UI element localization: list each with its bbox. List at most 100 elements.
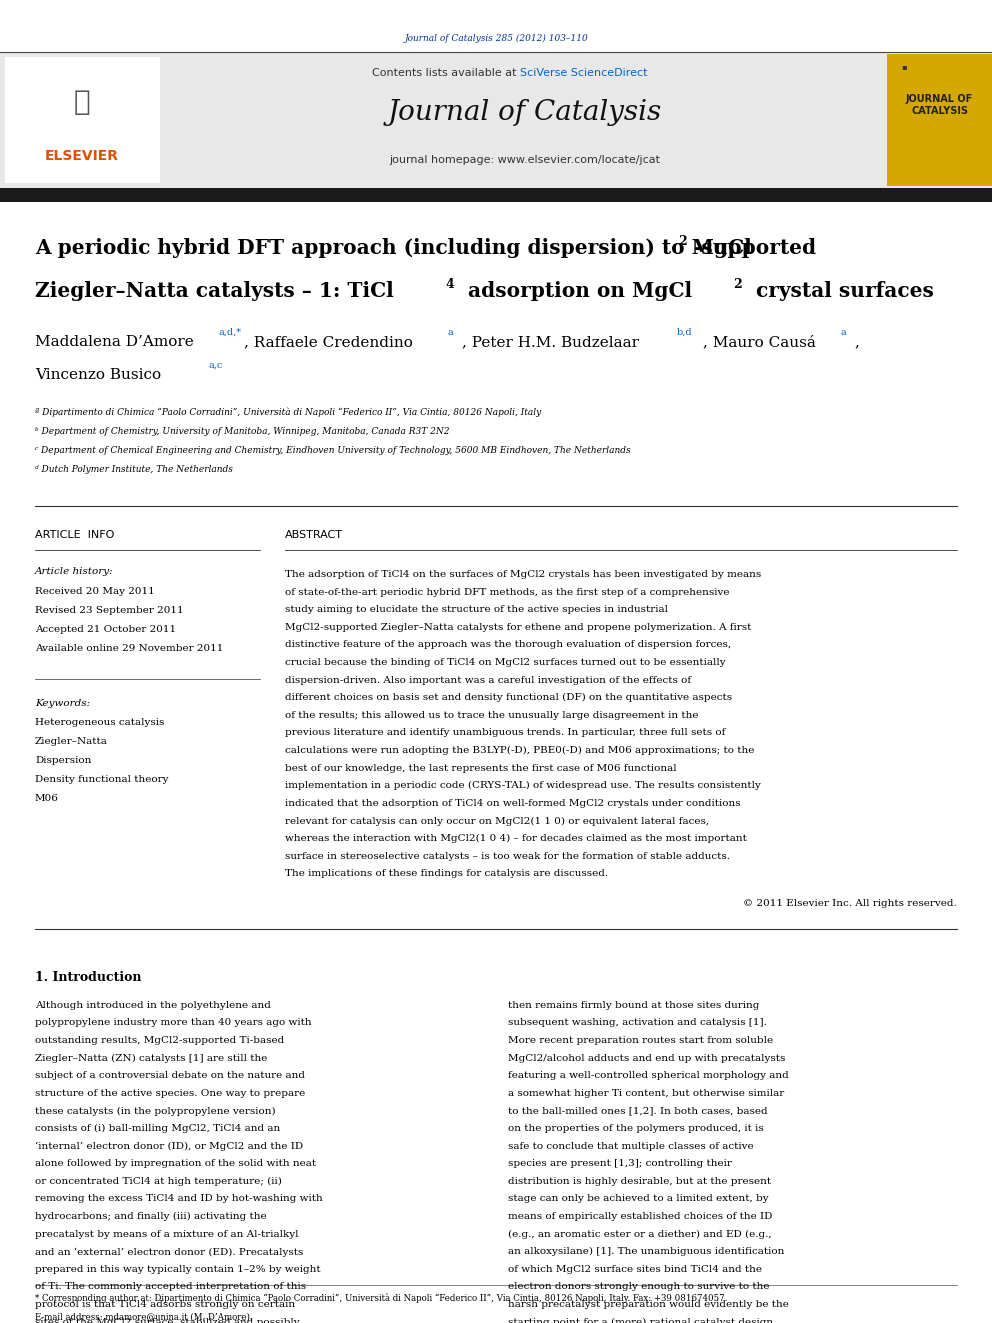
- Text: indicated that the adsorption of TiCl4 on well-formed MgCl2 crystals under condi: indicated that the adsorption of TiCl4 o…: [285, 799, 741, 808]
- Text: precatalyst by means of a mixture of an Al-trialkyl: precatalyst by means of a mixture of an …: [35, 1229, 299, 1238]
- Text: A periodic hybrid DFT approach (including dispersion) to MgCl: A periodic hybrid DFT approach (includin…: [35, 238, 752, 258]
- Text: previous literature and identify unambiguous trends. In particular, three full s: previous literature and identify unambig…: [285, 729, 725, 737]
- Text: subsequent washing, activation and catalysis [1].: subsequent washing, activation and catal…: [508, 1019, 767, 1028]
- Text: species are present [1,3]; controlling their: species are present [1,3]; controlling t…: [508, 1159, 732, 1168]
- Text: M06: M06: [35, 794, 59, 803]
- Text: MgCl2/alcohol adducts and end up with precatalysts: MgCl2/alcohol adducts and end up with pr…: [508, 1053, 786, 1062]
- Bar: [0, 52, 992, 188]
- Text: relevant for catalysis can only occur on MgCl2(1 1 0) or equivalent lateral face: relevant for catalysis can only occur on…: [285, 816, 709, 826]
- Text: polypropylene industry more than 40 years ago with: polypropylene industry more than 40 year…: [35, 1019, 311, 1028]
- Text: E-mail address: mdamore@unina.it (M. D’Amore).: E-mail address: mdamore@unina.it (M. D’A…: [35, 1312, 253, 1320]
- Text: protocol is that TiCl4 adsorbs strongly on certain: protocol is that TiCl4 adsorbs strongly …: [35, 1301, 296, 1308]
- Text: hydrocarbons; and finally (iii) activating the: hydrocarbons; and finally (iii) activati…: [35, 1212, 267, 1221]
- Text: of Ti. The commonly accepted interpretation of this: of Ti. The commonly accepted interpretat…: [35, 1282, 307, 1291]
- Text: adsorption on MgCl: adsorption on MgCl: [461, 280, 692, 302]
- Text: subject of a controversial debate on the nature and: subject of a controversial debate on the…: [35, 1072, 305, 1080]
- Text: * Corresponding author at: Dipartimento di Chimica “Paolo Corradini”, Università: * Corresponding author at: Dipartimento …: [35, 1293, 727, 1303]
- Text: distribution is highly desirable, but at the present: distribution is highly desirable, but at…: [508, 1176, 771, 1185]
- Text: Article history:: Article history:: [35, 568, 114, 576]
- Text: then remains firmly bound at those sites during: then remains firmly bound at those sites…: [508, 1000, 759, 1009]
- Text: b,d: b,d: [677, 328, 692, 337]
- Text: alone followed by impregnation of the solid with neat: alone followed by impregnation of the so…: [35, 1159, 316, 1168]
- Text: removing the excess TiCl4 and ID by hot-washing with: removing the excess TiCl4 and ID by hot-…: [35, 1195, 322, 1204]
- Text: Keywords:: Keywords:: [35, 699, 90, 708]
- Text: Density functional theory: Density functional theory: [35, 775, 169, 785]
- Text: Ziegler–Natta (ZN) catalysts [1] are still the: Ziegler–Natta (ZN) catalysts [1] are sti…: [35, 1053, 268, 1062]
- Text: Vincenzo Busico: Vincenzo Busico: [35, 368, 161, 382]
- Text: of the results; this allowed us to trace the unusually large disagreement in the: of the results; this allowed us to trace…: [285, 710, 698, 720]
- Text: means of empirically established choices of the ID: means of empirically established choices…: [508, 1212, 773, 1221]
- Text: electron donors strongly enough to survive to the: electron donors strongly enough to survi…: [508, 1282, 770, 1291]
- Text: 2: 2: [733, 278, 742, 291]
- Text: harsh precatalyst preparation would evidently be the: harsh precatalyst preparation would evid…: [508, 1301, 789, 1308]
- Text: journal homepage: www.elsevier.com/locate/jcat: journal homepage: www.elsevier.com/locat…: [390, 155, 661, 165]
- Text: featuring a well-controlled spherical morphology and: featuring a well-controlled spherical mo…: [508, 1072, 789, 1080]
- Text: More recent preparation routes start from soluble: More recent preparation routes start fro…: [508, 1036, 773, 1045]
- Text: surface in stereoselective catalysts – is too weak for the formation of stable a: surface in stereoselective catalysts – i…: [285, 852, 730, 860]
- Text: Maddalena D’Amore: Maddalena D’Amore: [35, 335, 193, 349]
- Text: study aiming to elucidate the structure of the active species in industrial: study aiming to elucidate the structure …: [285, 605, 668, 614]
- Text: MgCl2-supported Ziegler–Natta catalysts for ethene and propene polymerization. A: MgCl2-supported Ziegler–Natta catalysts …: [285, 623, 751, 632]
- Text: a,c: a,c: [208, 361, 222, 370]
- Text: crucial because the binding of TiCl4 on MgCl2 surfaces turned out to be essentia: crucial because the binding of TiCl4 on …: [285, 658, 725, 667]
- Text: 1. Introduction: 1. Introduction: [35, 971, 142, 984]
- Text: of which MgCl2 surface sites bind TiCl4 and the: of which MgCl2 surface sites bind TiCl4 …: [508, 1265, 762, 1274]
- Text: ARTICLE  INFO: ARTICLE INFO: [35, 531, 114, 540]
- Text: JOURNAL OF
CATALYSIS: JOURNAL OF CATALYSIS: [906, 94, 973, 116]
- Text: The implications of these findings for catalysis are discussed.: The implications of these findings for c…: [285, 869, 608, 878]
- Text: safe to conclude that multiple classes of active: safe to conclude that multiple classes o…: [508, 1142, 754, 1151]
- Text: of state-of-the-art periodic hybrid DFT methods, as the first step of a comprehe: of state-of-the-art periodic hybrid DFT …: [285, 587, 729, 597]
- Text: Ziegler–Natta: Ziegler–Natta: [35, 737, 108, 746]
- Text: to the ball-milled ones [1,2]. In both cases, based: to the ball-milled ones [1,2]. In both c…: [508, 1106, 768, 1115]
- Text: , Mauro Causá: , Mauro Causá: [703, 335, 815, 349]
- Text: , Peter H.M. Budzelaar: , Peter H.M. Budzelaar: [462, 335, 639, 349]
- Text: Available online 29 November 2011: Available online 29 November 2011: [35, 644, 223, 654]
- Text: ᵈ Dutch Polymer Institute, The Netherlands: ᵈ Dutch Polymer Institute, The Netherlan…: [35, 464, 233, 474]
- Text: Received 20 May 2011: Received 20 May 2011: [35, 587, 155, 595]
- Text: an alkoxysilane) [1]. The unambiguous identification: an alkoxysilane) [1]. The unambiguous id…: [508, 1248, 785, 1257]
- Text: Accepted 21 October 2011: Accepted 21 October 2011: [35, 624, 177, 634]
- Text: Although introduced in the polyethylene and: Although introduced in the polyethylene …: [35, 1000, 271, 1009]
- Bar: [887, 54, 992, 187]
- Text: ᵇ Department of Chemistry, University of Manitoba, Winnipeg, Manitoba, Canada R3: ᵇ Department of Chemistry, University of…: [35, 427, 449, 437]
- Text: Ziegler–Natta catalysts – 1: TiCl: Ziegler–Natta catalysts – 1: TiCl: [35, 280, 394, 302]
- Text: consists of (i) ball-milling MgCl2, TiCl4 and an: consists of (i) ball-milling MgCl2, TiCl…: [35, 1125, 281, 1132]
- Text: on the properties of the polymers produced, it is: on the properties of the polymers produc…: [508, 1125, 764, 1132]
- Text: ELSEVIER: ELSEVIER: [45, 149, 119, 163]
- Bar: [0, 188, 992, 202]
- Text: implementation in a periodic code (CRYS-TAL) of widespread use. The results cons: implementation in a periodic code (CRYS-…: [285, 781, 761, 790]
- Text: ᶜ Department of Chemical Engineering and Chemistry, Eindhoven University of Tech: ᶜ Department of Chemical Engineering and…: [35, 446, 631, 455]
- Text: or concentrated TiCl4 at high temperature; (ii): or concentrated TiCl4 at high temperatur…: [35, 1176, 282, 1185]
- Text: ,: ,: [854, 335, 859, 349]
- Text: a: a: [447, 328, 452, 337]
- Text: Dispersion: Dispersion: [35, 755, 91, 765]
- Text: a: a: [840, 328, 846, 337]
- Text: SciVerse ScienceDirect: SciVerse ScienceDirect: [520, 67, 648, 78]
- Text: outstanding results, MgCl2-supported Ti-based: outstanding results, MgCl2-supported Ti-…: [35, 1036, 285, 1045]
- Text: 🌲: 🌲: [73, 89, 90, 116]
- Text: ▪: ▪: [901, 62, 907, 71]
- Text: different choices on basis set and density functional (DF) on the quantitative a: different choices on basis set and densi…: [285, 693, 732, 703]
- Text: Revised 23 September 2011: Revised 23 September 2011: [35, 606, 184, 615]
- Text: and an ‘external’ electron donor (ED). Precatalysts: and an ‘external’ electron donor (ED). P…: [35, 1248, 304, 1257]
- Text: distinctive feature of the approach was the thorough evaluation of dispersion fo: distinctive feature of the approach was …: [285, 640, 731, 650]
- Text: crystal surfaces: crystal surfaces: [749, 280, 933, 302]
- Text: (e.g., an aromatic ester or a diether) and ED (e.g.,: (e.g., an aromatic ester or a diether) a…: [508, 1229, 772, 1238]
- Text: whereas the interaction with MgCl2(1 0 4) – for decades claimed as the most impo: whereas the interaction with MgCl2(1 0 4…: [285, 833, 747, 843]
- Text: 2: 2: [678, 235, 686, 247]
- Text: a,d,*: a,d,*: [218, 328, 241, 337]
- Text: structure of the active species. One way to prepare: structure of the active species. One way…: [35, 1089, 306, 1098]
- Text: © 2011 Elsevier Inc. All rights reserved.: © 2011 Elsevier Inc. All rights reserved…: [743, 898, 957, 908]
- Text: sites of the MgCl2 surface, stabilized and possibly: sites of the MgCl2 surface, stabilized a…: [35, 1318, 300, 1323]
- Text: Contents lists available at: Contents lists available at: [372, 67, 520, 78]
- Text: The adsorption of TiCl4 on the surfaces of MgCl2 crystals has been investigated : The adsorption of TiCl4 on the surfaces …: [285, 570, 761, 579]
- Text: prepared in this way typically contain 1–2% by weight: prepared in this way typically contain 1…: [35, 1265, 320, 1274]
- Text: -supported: -supported: [694, 238, 817, 258]
- Text: Journal of Catalysis 285 (2012) 103–110: Journal of Catalysis 285 (2012) 103–110: [404, 33, 588, 42]
- Text: stage can only be achieved to a limited extent, by: stage can only be achieved to a limited …: [508, 1195, 769, 1204]
- Text: ABSTRACT: ABSTRACT: [285, 531, 343, 540]
- Text: Journal of Catalysis: Journal of Catalysis: [388, 98, 662, 126]
- Bar: [5, 57, 160, 183]
- Text: calculations were run adopting the B3LYP(-D), PBE0(-D) and M06 approximations; t: calculations were run adopting the B3LYP…: [285, 746, 754, 755]
- Text: these catalysts (in the polypropylene version): these catalysts (in the polypropylene ve…: [35, 1106, 276, 1115]
